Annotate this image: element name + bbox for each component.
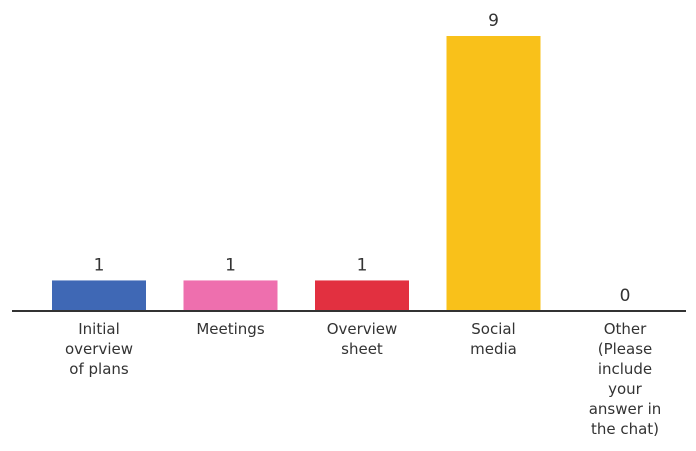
category-label-line: (Please <box>598 340 653 358</box>
category-label-line: Social <box>471 320 515 338</box>
category-label-line: Initial <box>78 320 120 338</box>
value-label-4: 0 <box>620 286 631 306</box>
bar-1 <box>183 280 278 311</box>
value-labels-group: 1 1 1 9 0 <box>94 11 631 306</box>
category-label-line: sheet <box>341 340 383 358</box>
bar-2 <box>315 280 409 311</box>
category-label-line: Meetings <box>196 320 264 338</box>
value-label-1: 1 <box>225 255 236 275</box>
category-label-3: Social media <box>470 320 517 358</box>
bar-0 <box>52 280 146 311</box>
category-label-4: Other (Please include your answer in the chat… <box>589 320 662 438</box>
category-label-1: Meetings <box>196 320 264 338</box>
value-label-2: 1 <box>357 255 368 275</box>
category-label-line: overview <box>65 340 133 358</box>
category-label-line: include <box>598 360 652 378</box>
value-label-3: 9 <box>488 11 499 31</box>
category-label-line: Other <box>604 320 647 338</box>
value-label-0: 1 <box>94 255 105 275</box>
category-label-line: of plans <box>69 360 129 378</box>
bar-3 <box>446 36 541 311</box>
category-label-line: media <box>470 340 517 358</box>
category-label-line: answer in <box>589 400 662 418</box>
bars-group <box>52 36 541 311</box>
category-label-2: Overview sheet <box>327 320 398 358</box>
category-label-line: Overview <box>327 320 398 338</box>
category-label-line: the chat) <box>591 420 659 438</box>
category-label-line: your <box>608 380 643 398</box>
category-label-0: Initial overview of plans <box>65 320 133 378</box>
category-labels-group: Initial overview of plans Meetings Overview s… <box>65 320 661 438</box>
